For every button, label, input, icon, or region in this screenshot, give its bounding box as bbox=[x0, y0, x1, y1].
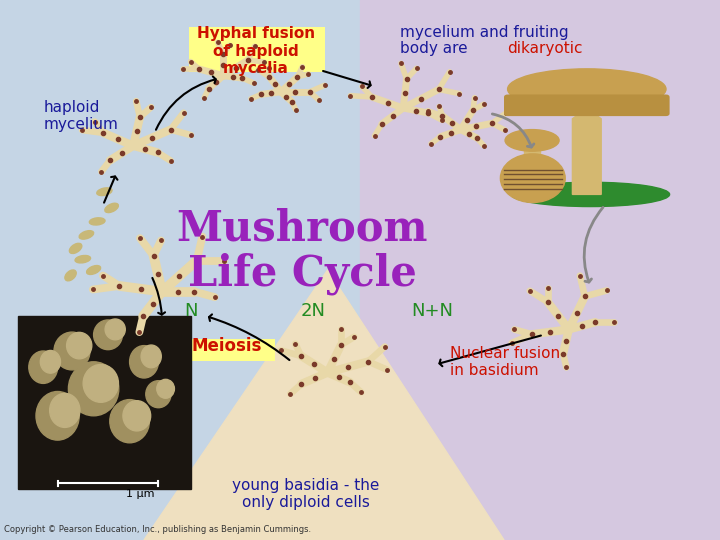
Ellipse shape bbox=[141, 345, 161, 368]
Ellipse shape bbox=[29, 351, 58, 383]
Bar bbox=[18, 316, 191, 489]
Bar bbox=[360, 0, 720, 540]
Ellipse shape bbox=[89, 218, 105, 225]
Ellipse shape bbox=[54, 332, 90, 370]
Polygon shape bbox=[572, 108, 601, 194]
Ellipse shape bbox=[511, 183, 670, 206]
Ellipse shape bbox=[65, 270, 76, 281]
Ellipse shape bbox=[105, 319, 125, 340]
Text: dikaryotic: dikaryotic bbox=[508, 41, 583, 56]
Text: Hyphal fusion
of haploid
mycelia: Hyphal fusion of haploid mycelia bbox=[197, 26, 315, 76]
Text: Copyright © Pearson Education, Inc., publishing as Benjamin Cummings.: Copyright © Pearson Education, Inc., pub… bbox=[4, 524, 311, 534]
Ellipse shape bbox=[157, 379, 174, 398]
Ellipse shape bbox=[86, 266, 101, 274]
Ellipse shape bbox=[96, 188, 112, 195]
Ellipse shape bbox=[50, 393, 80, 428]
Text: Meiosis: Meiosis bbox=[192, 336, 262, 355]
Text: Nuclear fusion
in basidium: Nuclear fusion in basidium bbox=[450, 346, 560, 378]
Ellipse shape bbox=[508, 69, 666, 109]
Text: body are: body are bbox=[400, 41, 472, 56]
Text: N: N bbox=[184, 301, 197, 320]
Ellipse shape bbox=[130, 346, 158, 378]
Text: young basidia - the
only diploid cells: young basidia - the only diploid cells bbox=[233, 478, 379, 510]
Ellipse shape bbox=[94, 320, 122, 350]
Ellipse shape bbox=[40, 350, 60, 373]
Ellipse shape bbox=[84, 364, 119, 402]
Ellipse shape bbox=[68, 362, 119, 416]
Ellipse shape bbox=[123, 401, 150, 431]
Text: 2N: 2N bbox=[301, 301, 325, 320]
Bar bbox=[524, 146, 540, 194]
FancyBboxPatch shape bbox=[179, 339, 275, 361]
Text: Mushroom
Life Cycle: Mushroom Life Cycle bbox=[176, 207, 428, 295]
Ellipse shape bbox=[505, 130, 559, 151]
Ellipse shape bbox=[67, 332, 92, 359]
Ellipse shape bbox=[105, 203, 118, 213]
FancyBboxPatch shape bbox=[504, 94, 670, 116]
Text: N+N: N+N bbox=[411, 301, 453, 320]
Ellipse shape bbox=[79, 231, 94, 239]
Ellipse shape bbox=[75, 255, 91, 263]
Circle shape bbox=[500, 154, 565, 202]
Ellipse shape bbox=[145, 381, 171, 408]
Ellipse shape bbox=[109, 400, 150, 443]
Ellipse shape bbox=[69, 244, 82, 253]
Polygon shape bbox=[144, 270, 504, 540]
Text: mycelium and fruiting: mycelium and fruiting bbox=[400, 25, 568, 40]
FancyBboxPatch shape bbox=[189, 27, 325, 72]
Text: 1 μm: 1 μm bbox=[126, 489, 155, 499]
Ellipse shape bbox=[36, 392, 79, 440]
Text: haploid
mycelium: haploid mycelium bbox=[43, 100, 118, 132]
